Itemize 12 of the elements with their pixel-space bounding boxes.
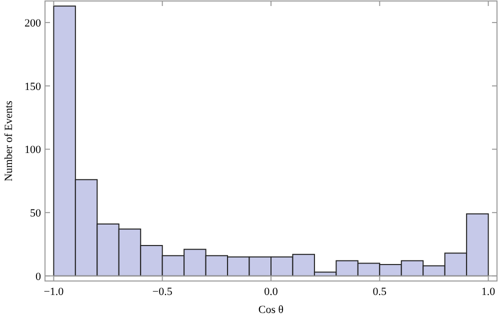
y-tick-label: 100 <box>24 144 42 156</box>
x-axis-title: Cos θ <box>258 304 284 316</box>
x-tick-label: −1.0 <box>44 286 64 298</box>
x-tick-label: 1.0 <box>481 286 496 298</box>
y-tick-label: 200 <box>24 18 42 30</box>
x-tick-label: 0.5 <box>372 286 388 298</box>
y-tick-label: 150 <box>24 80 42 93</box>
x-tick-label: −0.5 <box>152 286 173 298</box>
y-tick-label: 50 <box>30 208 42 220</box>
y-axis-title: Number of Events <box>3 100 15 182</box>
y-tick-label: 0 <box>36 270 42 283</box>
x-tick-label: 0.0 <box>264 286 278 298</box>
